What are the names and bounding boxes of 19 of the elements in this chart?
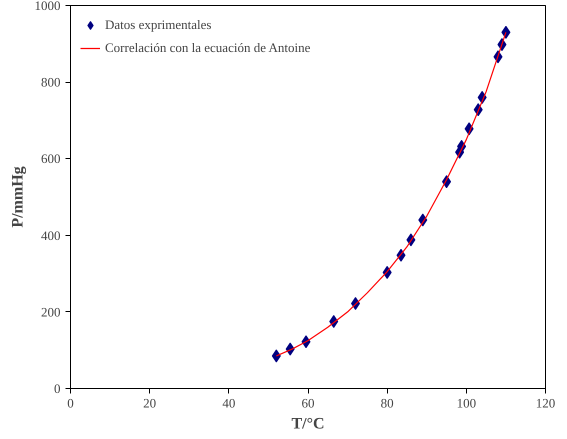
y-tick-label: 1000 <box>34 0 60 13</box>
y-tick-label: 0 <box>54 381 60 396</box>
y-axis-title: P/mmHg <box>10 166 26 228</box>
point <box>272 349 281 362</box>
x-tick-label: 40 <box>222 396 236 410</box>
y-tick-label: 800 <box>41 74 60 90</box>
x-tick-label: 100 <box>456 396 476 410</box>
y-tick-label: 200 <box>41 304 60 320</box>
y-tick-label: 400 <box>41 228 60 243</box>
y-tick-label: 600 <box>41 151 60 166</box>
x-tick-label: 0 <box>67 396 74 410</box>
legend-label: Datos exprimentales <box>105 17 212 33</box>
point <box>501 26 510 39</box>
x-tick-label: 20 <box>143 396 156 410</box>
x-tick-label: 60 <box>302 396 314 410</box>
legend-label: Correlación con la ecuación de Antoine <box>105 40 310 56</box>
x-axis-title: T/°C <box>291 416 325 432</box>
x-tick-label: 120 <box>536 396 556 410</box>
x-tick-label: 80 <box>380 396 394 410</box>
